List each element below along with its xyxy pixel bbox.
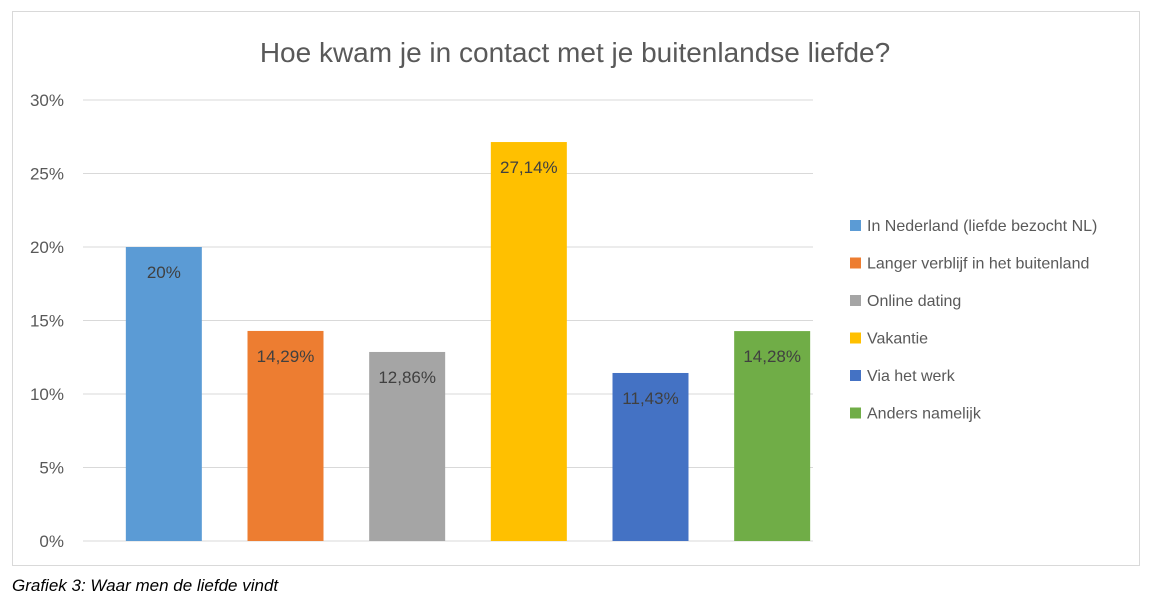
figure-caption: Grafiek 3: Waar men de liefde vindt (12, 576, 279, 595)
data-label: 14,29% (257, 347, 315, 366)
data-label: 14,28% (743, 347, 801, 366)
y-tick-label: 10% (30, 385, 64, 404)
y-tick-label: 0% (39, 532, 64, 551)
bar (490, 142, 567, 542)
y-tick-label: 30% (30, 91, 64, 110)
bar (125, 247, 202, 541)
legend-item: Vakantie (850, 331, 928, 348)
legend-swatch (850, 220, 861, 231)
data-label: 11,43% (622, 389, 678, 408)
bar (247, 330, 324, 541)
data-label: 27,14% (500, 158, 558, 177)
data-label: 12,86% (378, 368, 436, 387)
legend-item: Via het werk (850, 368, 956, 385)
y-tick-label: 20% (30, 238, 64, 257)
legend-label: Langer verblijf in het buitenland (867, 256, 1089, 273)
legend-swatch (850, 257, 861, 269)
data-labels: 20% 14,29% 12,86% 27,14% 11,43% 14,28% (147, 158, 801, 408)
y-axis-ticks: 0% 5% 10% 15% 20% 25% 30% (30, 91, 64, 551)
legend-label: Vakantie (867, 331, 928, 348)
legend-item: Langer verblijf in het buitenland (850, 256, 1089, 273)
y-tick-label: 25% (30, 165, 64, 184)
legend: In Nederland (liefde bezocht NL) Langer v… (850, 218, 1097, 423)
chart-frame: Hoe kwam je in contact met je buitenland… (12, 11, 1140, 566)
chart-title: Hoe kwam je in contact met je buitenland… (260, 37, 890, 68)
data-label: 20% (147, 263, 181, 282)
legend-label: Online dating (867, 293, 961, 310)
legend-item: In Nederland (liefde bezocht NL) (850, 218, 1097, 235)
bar-chart: Hoe kwam je in contact met je buitenland… (30, 37, 1097, 551)
y-tick-label: 15% (30, 312, 64, 331)
legend-label: Anders namelijk (867, 406, 982, 423)
legend-item: Online dating (850, 293, 961, 310)
legend-item: Anders namelijk (850, 406, 982, 423)
legend-swatch (850, 370, 861, 381)
legend-label: Via het werk (867, 368, 956, 385)
legend-swatch (850, 332, 861, 344)
bars (125, 142, 811, 542)
bar (612, 372, 689, 541)
legend-swatch (850, 295, 861, 306)
y-tick-label: 5% (39, 459, 64, 478)
gridlines (83, 99, 813, 542)
legend-label: In Nederland (liefde bezocht NL) (867, 218, 1097, 235)
bar (734, 331, 811, 541)
bar (369, 351, 446, 541)
legend-swatch (850, 407, 861, 419)
